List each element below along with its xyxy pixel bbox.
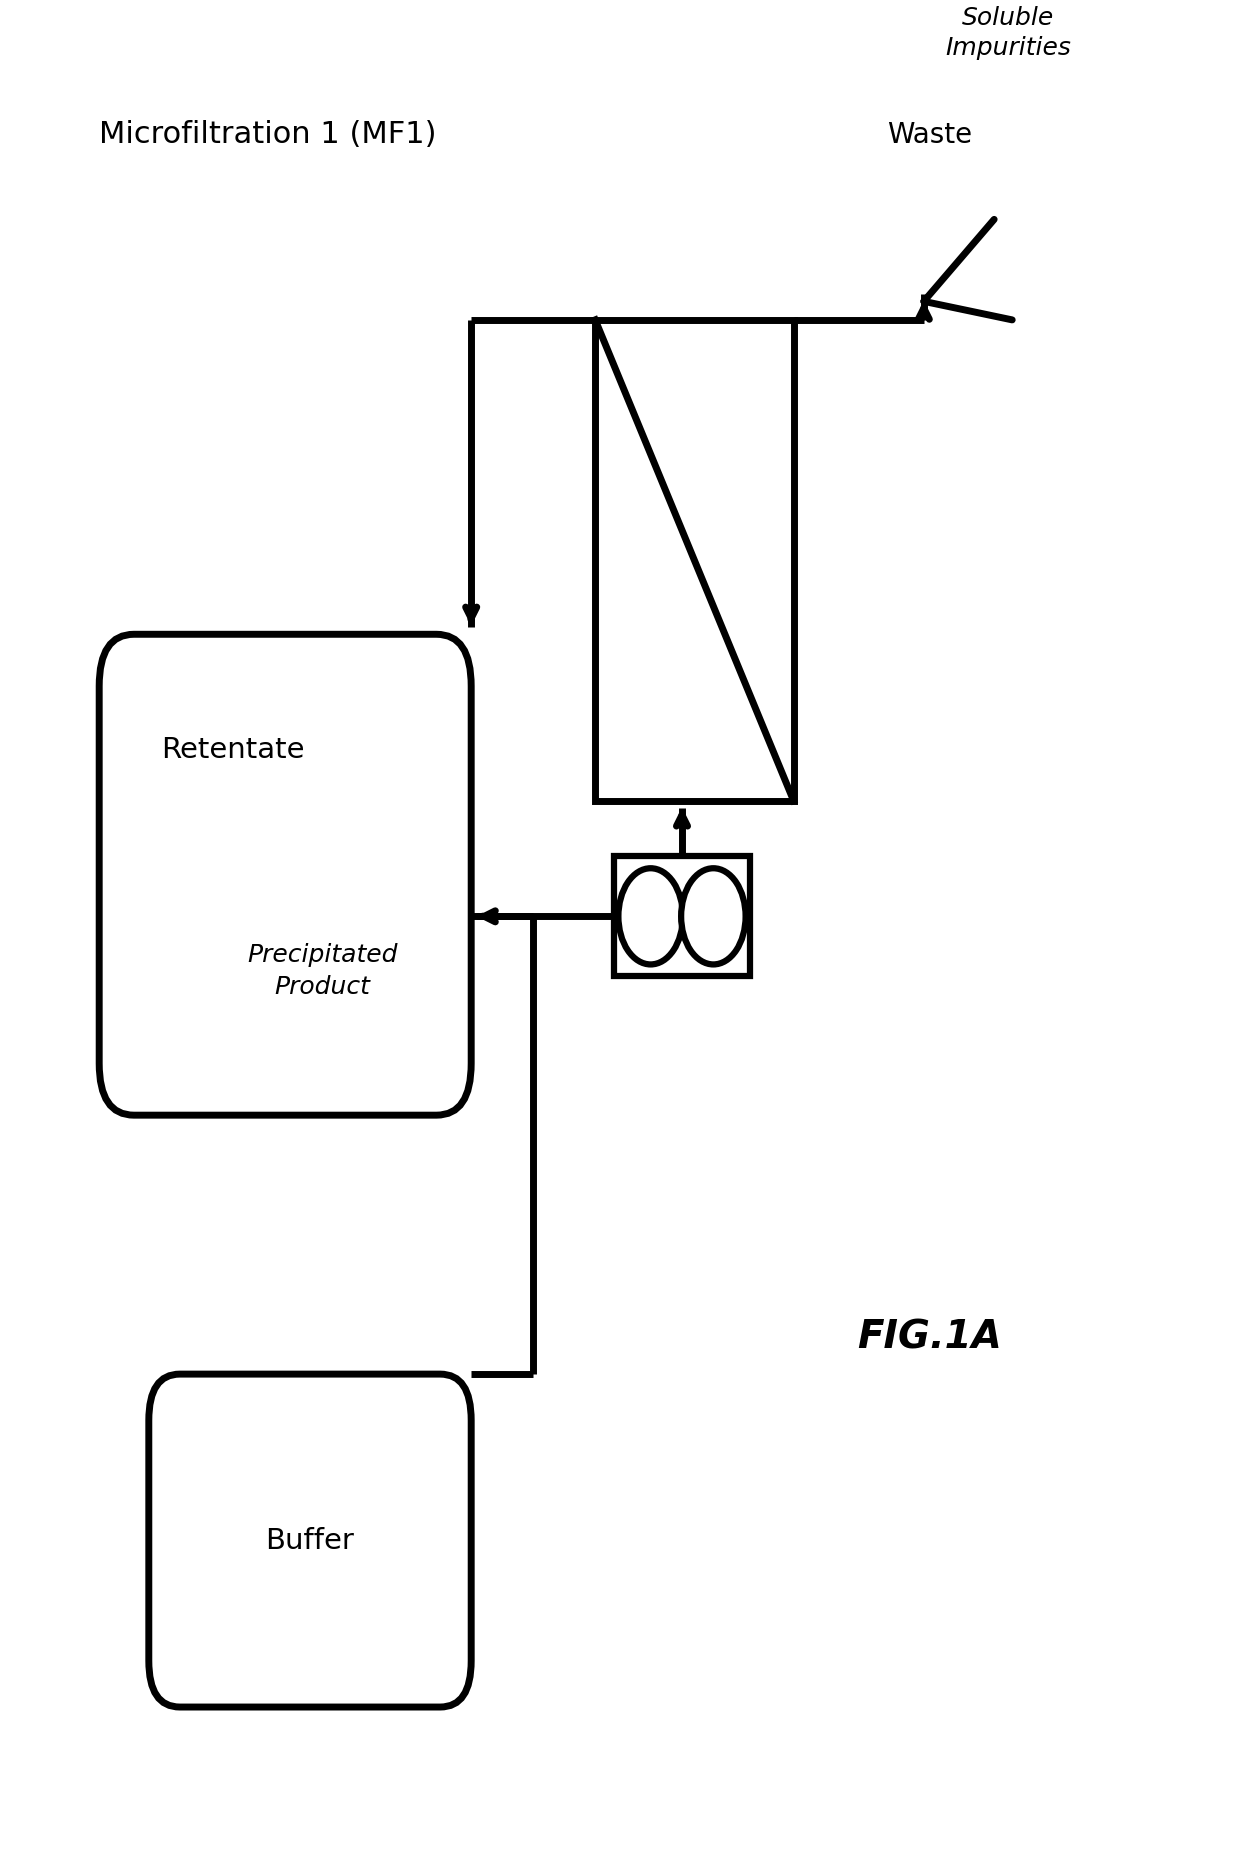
Text: Waste: Waste bbox=[888, 121, 972, 148]
Text: Soluble
Impurities: Soluble Impurities bbox=[945, 6, 1071, 59]
Circle shape bbox=[619, 868, 683, 965]
Bar bbox=[595, 319, 794, 801]
Bar bbox=[614, 857, 750, 976]
FancyBboxPatch shape bbox=[149, 1375, 471, 1707]
Circle shape bbox=[681, 868, 745, 965]
Text: Retentate: Retentate bbox=[161, 736, 305, 764]
FancyBboxPatch shape bbox=[99, 634, 471, 1115]
Text: Microfiltration 1 (MF1): Microfiltration 1 (MF1) bbox=[99, 121, 436, 150]
Text: Buffer: Buffer bbox=[265, 1527, 355, 1554]
Text: FIG.1A: FIG.1A bbox=[858, 1319, 1002, 1356]
Text: Precipitated
Product: Precipitated Product bbox=[247, 942, 398, 998]
